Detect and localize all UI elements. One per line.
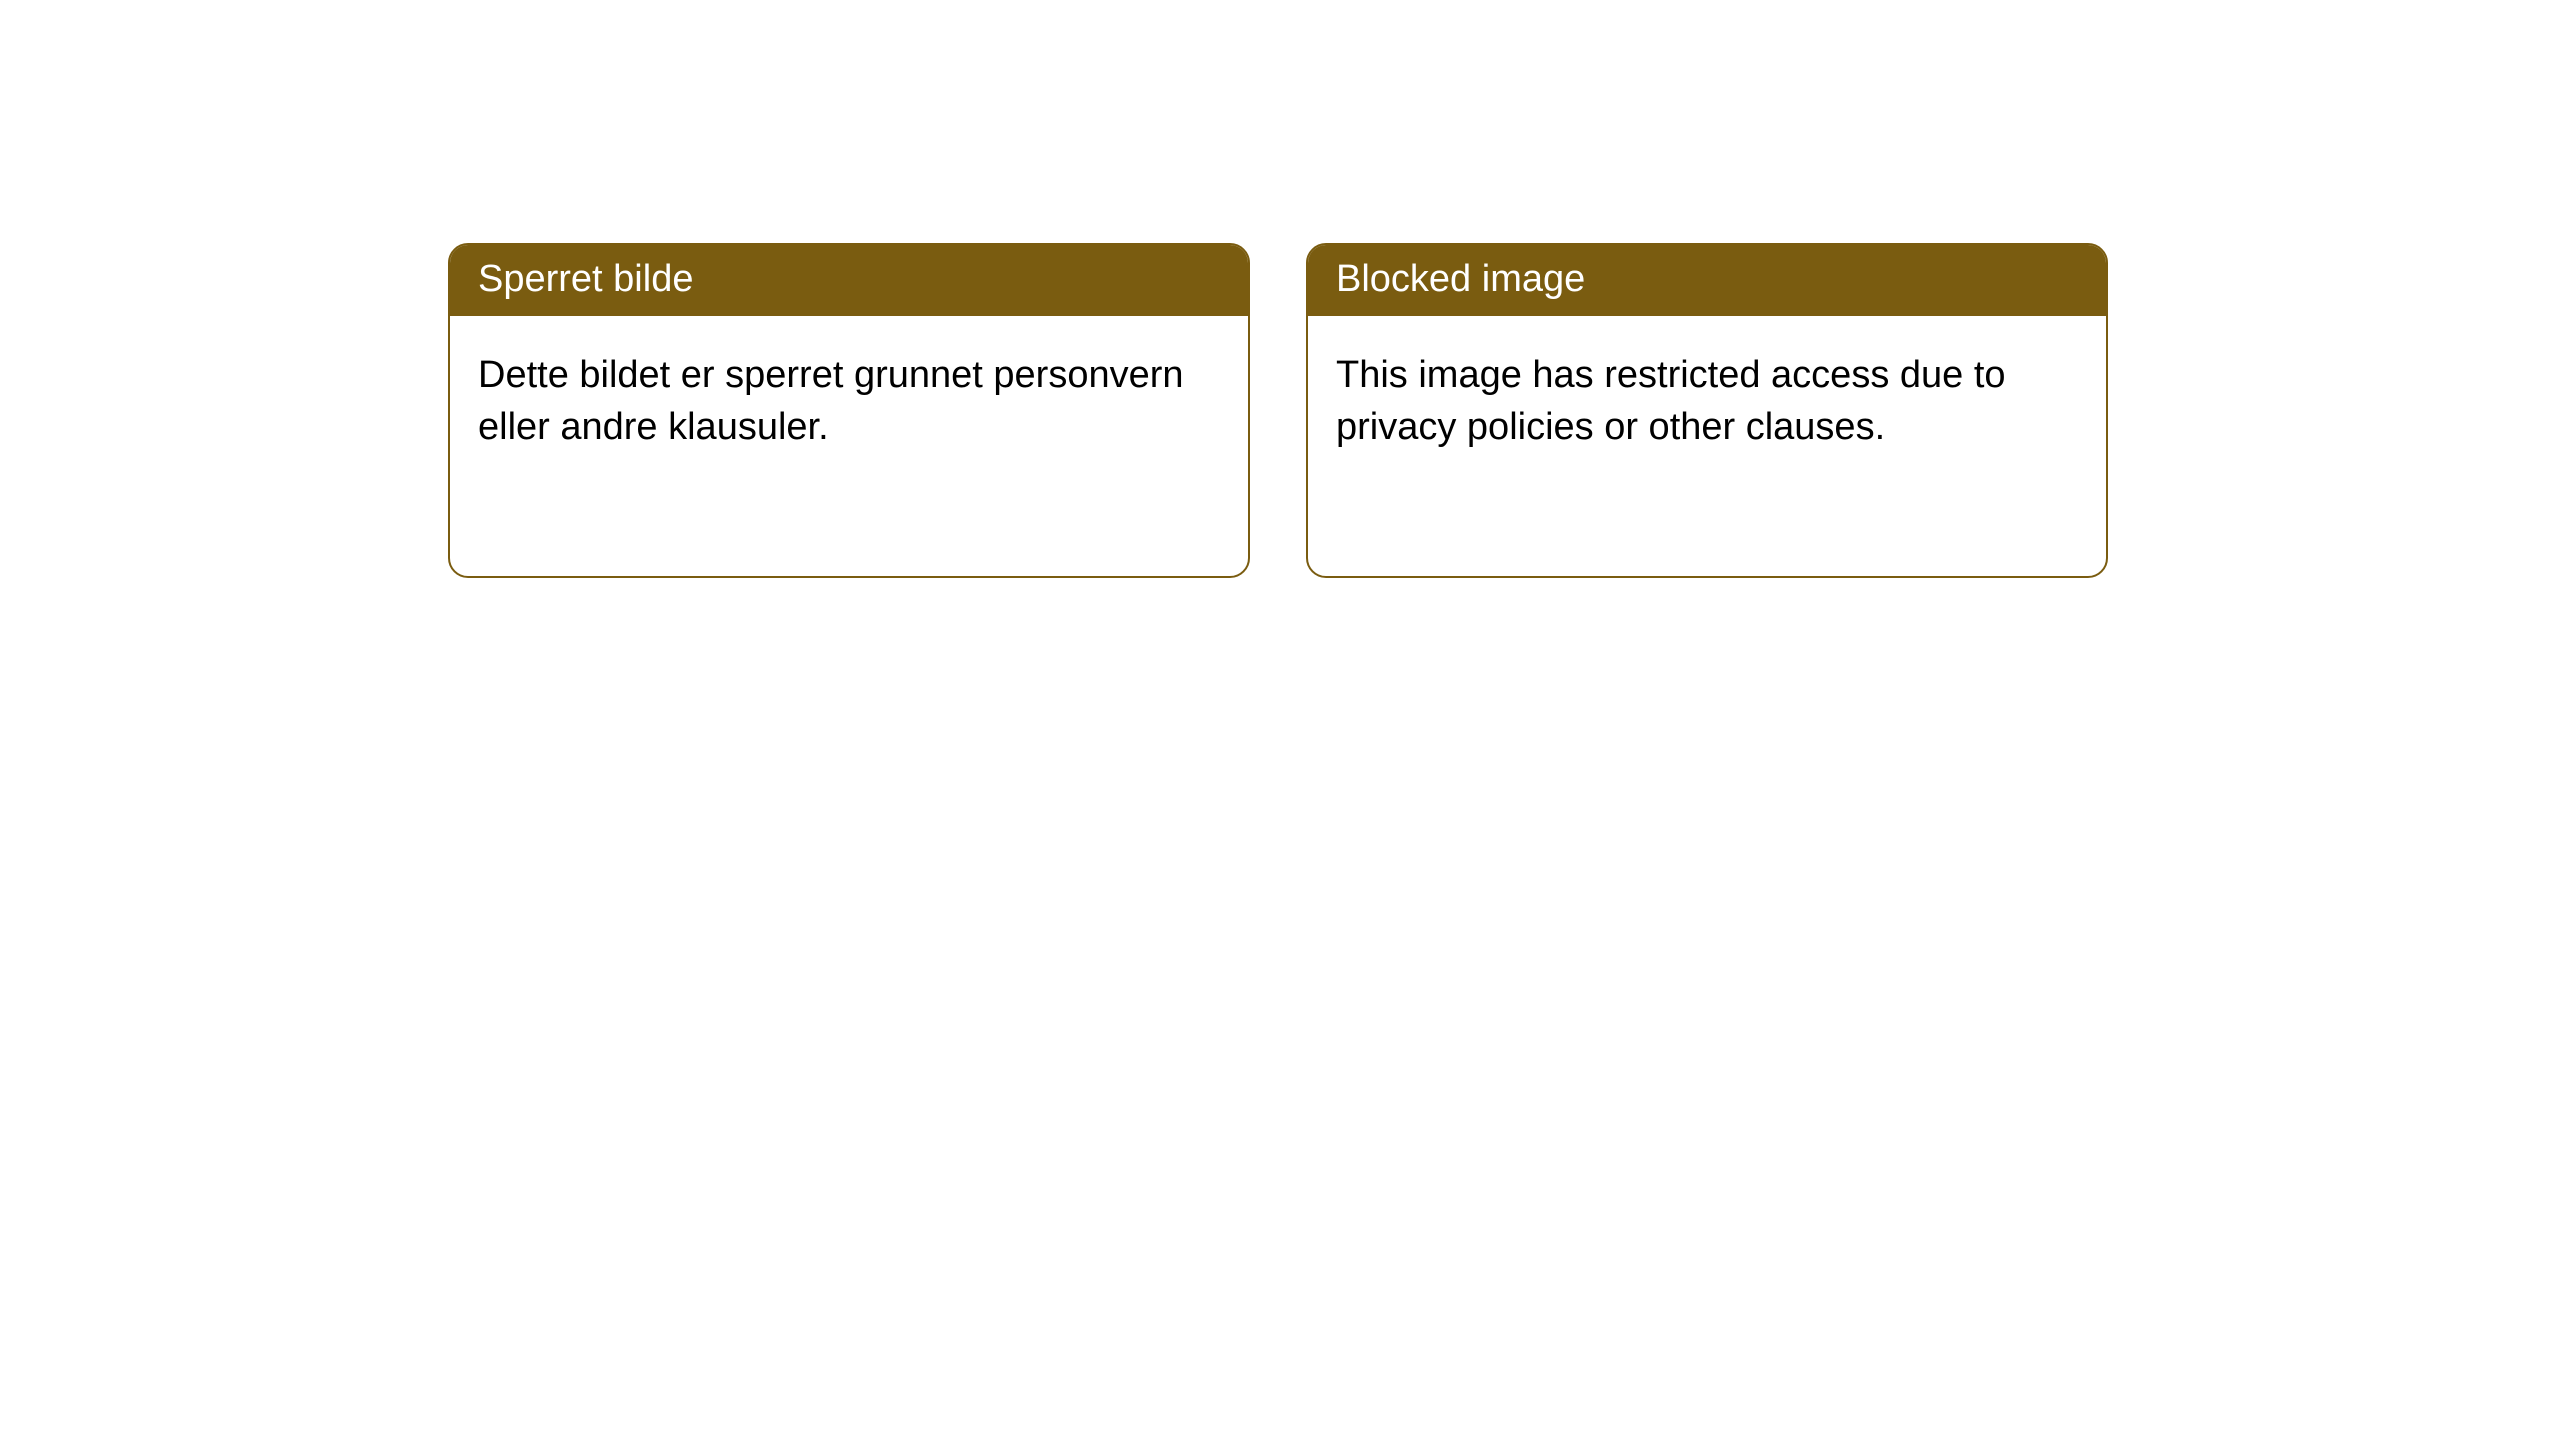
card-title: Blocked image [1336, 258, 1585, 300]
blocked-image-cards: Sperret bilde Dette bildet er sperret gr… [448, 243, 2108, 578]
card-body: This image has restricted access due to … [1308, 316, 2106, 487]
card-message: Dette bildet er sperret grunnet personve… [478, 354, 1184, 447]
card-title: Sperret bilde [478, 258, 693, 300]
blocked-card-norwegian: Sperret bilde Dette bildet er sperret gr… [448, 243, 1250, 578]
card-message: This image has restricted access due to … [1336, 354, 2006, 447]
blocked-card-english: Blocked image This image has restricted … [1306, 243, 2108, 578]
card-header: Blocked image [1308, 245, 2106, 316]
card-body: Dette bildet er sperret grunnet personve… [450, 316, 1248, 487]
card-header: Sperret bilde [450, 245, 1248, 316]
